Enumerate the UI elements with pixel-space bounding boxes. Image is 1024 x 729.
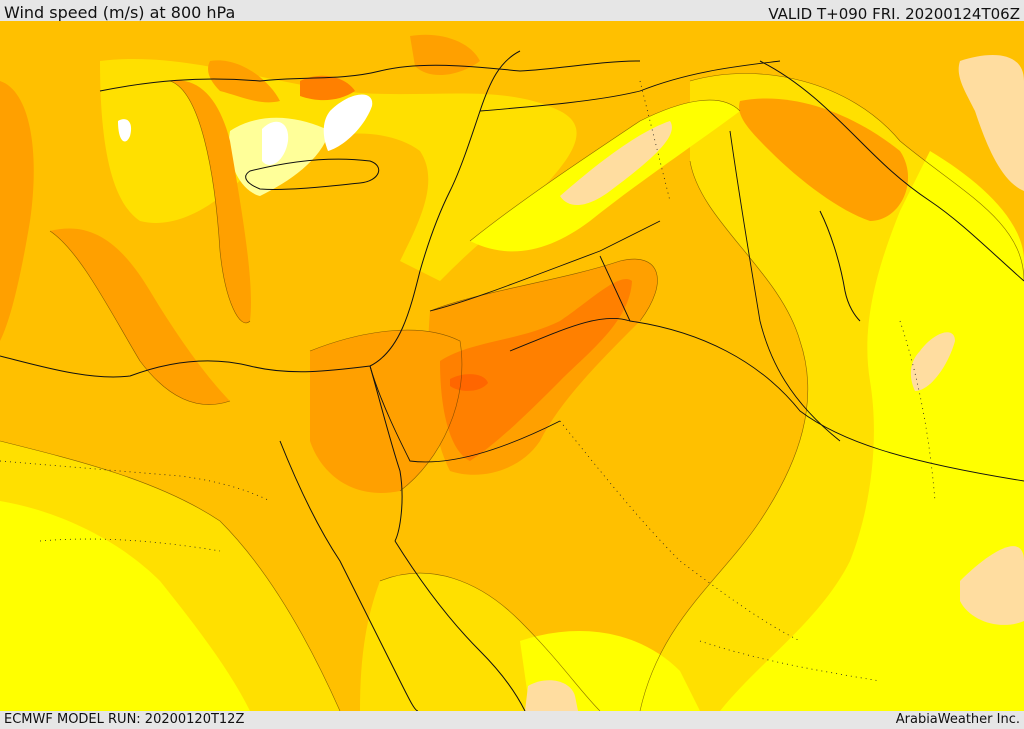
orange-northeast (739, 98, 909, 221)
white-patch-1 (262, 121, 289, 165)
dark-orange-core (440, 279, 632, 461)
white-patch-3 (118, 119, 132, 142)
orange-band-west-1 (0, 81, 34, 341)
credit: ArabiaWeather Inc. (895, 712, 1020, 727)
bright-yellow-east (720, 151, 1024, 711)
dark-orange-north (300, 75, 355, 101)
peach-bottom-right (960, 546, 1024, 625)
valid-time: VALID T+090 FRI. 20200124T06Z (768, 5, 1020, 23)
coastlines (0, 50, 1024, 711)
political-borders (369, 60, 1024, 482)
wind-speed-map (0, 21, 1024, 711)
model-run: ECMWF MODEL RUN: 20200120T12Z (4, 712, 245, 727)
orange-band-central (310, 330, 462, 493)
deep-orange-spot (450, 374, 488, 391)
peach-streak (560, 121, 672, 206)
map-title: Wind speed (m/s) at 800 hPa (4, 3, 236, 22)
peach-bottom-center (525, 680, 578, 711)
dotted-boundaries (0, 80, 936, 682)
bright-yellow-southwest (0, 501, 250, 711)
peach-far-northeast (958, 55, 1024, 191)
orange-band-west-2 (50, 228, 230, 405)
header-bar: Wind speed (m/s) at 800 hPa VALID T+090 … (0, 0, 1024, 23)
peach-east (910, 332, 955, 391)
footer-bar: ECMWF MODEL RUN: 20200120T12Z ArabiaWeat… (0, 711, 1024, 729)
orange-band-west-3 (170, 80, 251, 323)
orange-north-swirl (208, 60, 280, 103)
white-patch-2 (323, 94, 373, 151)
